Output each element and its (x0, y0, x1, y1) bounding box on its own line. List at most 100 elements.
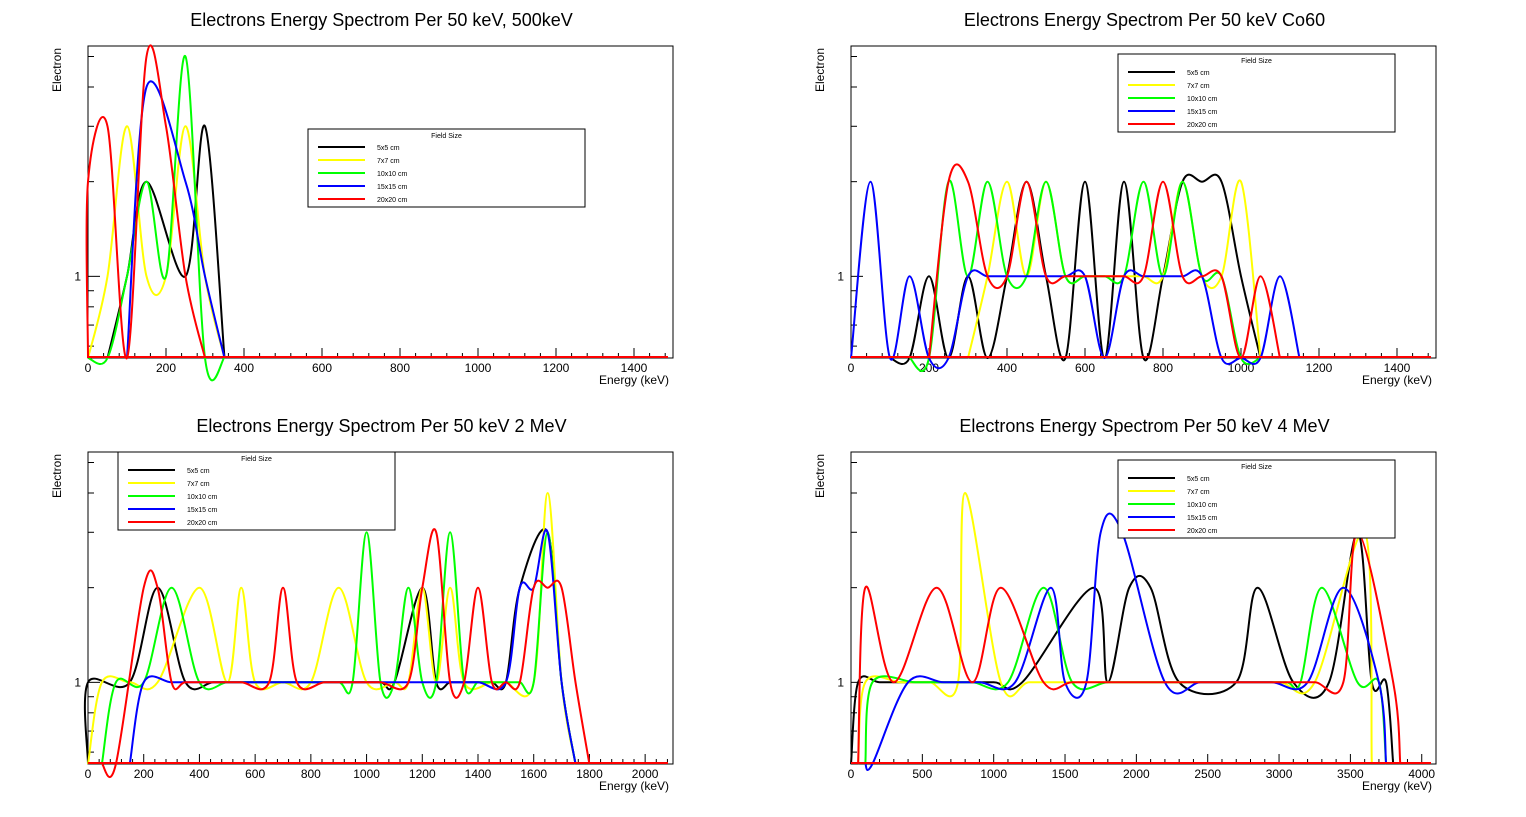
chart-plot: 0 500 1000 1500 2000 2500 3000 3500 4000 1 Energy … (813, 451, 1437, 793)
legend-label: 5x5 cm (1187, 70, 1210, 77)
legend-label: 20x20 cm (1187, 122, 1218, 129)
x-tick-label: 200 (156, 361, 176, 375)
legend: Field Size 5x5 cm 7x7 cm 10x10 cm 15x15 cm 20… (1117, 53, 1396, 133)
x-tick-label: 1200 (543, 361, 570, 375)
x-tick-label: 1200 (1306, 361, 1333, 375)
legend-label: 7x7 cm (377, 158, 400, 165)
legend-label: 20x20 cm (187, 520, 218, 527)
x-tick-label: 800 (301, 767, 321, 781)
x-tick-label: 3000 (1266, 767, 1293, 781)
chart-title: Electrons Energy Spectrom Per 50 keV 4 M… (959, 416, 1330, 436)
x-tick-label: 600 (245, 767, 265, 781)
series-line (928, 163, 1281, 360)
x-tick-label: 1000 (980, 767, 1007, 781)
x-tick-label: 800 (1153, 361, 1173, 375)
x-tick-label: 2500 (1194, 767, 1221, 781)
series-line (864, 586, 1388, 765)
x-tick-label: 1400 (465, 767, 492, 781)
y-axis-label: Electron (50, 454, 64, 498)
y-axis-label: Electron (813, 48, 827, 92)
legend-title: Field Size (1241, 464, 1272, 471)
legend-title: Field Size (431, 133, 462, 140)
series-line (126, 80, 226, 359)
series-line (106, 124, 226, 359)
x-tick-label: 400 (234, 361, 254, 375)
legend-label: 20x20 cm (377, 197, 408, 204)
chart-title: Electrons Energy Spectrom Per 50 keV 2 M… (196, 416, 567, 436)
legend: Field Size 5x5 cm 7x7 cm 10x10 cm 15x15 cm 20… (117, 451, 396, 531)
y-axis-label: Electron (50, 48, 64, 92)
x-tick-label: 2000 (1123, 767, 1150, 781)
y-tick-label: 1 (837, 675, 844, 689)
chart-panel-co60: Electrons Energy Spectrom Per 50 keV Co6… (763, 0, 1526, 406)
legend-title: Field Size (241, 456, 272, 463)
legend-label: 5x5 cm (1187, 476, 1210, 483)
legend-label: 15x15 cm (187, 507, 218, 514)
x-axis-label: Energy (keV) (1362, 779, 1432, 793)
x-axis-label: Energy (keV) (599, 779, 669, 793)
legend-label: 20x20 cm (1187, 528, 1218, 535)
y-tick-label: 1 (74, 269, 81, 283)
legend-label: 10x10 cm (187, 494, 218, 501)
legend-label: 7x7 cm (1187, 83, 1210, 90)
legend: Field Size 5x5 cm 7x7 cm 10x10 cm 15x15 cm 20… (307, 128, 586, 208)
series-line (83, 528, 577, 765)
legend-label: 15x15 cm (377, 184, 408, 191)
legend-label: 10x10 cm (377, 171, 408, 178)
series-line (87, 125, 226, 359)
legend-label: 5x5 cm (377, 145, 400, 152)
x-tick-label: 0 (85, 361, 92, 375)
chart-panel-500kev: Electrons Energy Spectrom Per 50 keV, 50… (0, 0, 763, 406)
x-axis-label: Energy (keV) (1362, 373, 1432, 387)
series-line (908, 179, 1261, 373)
x-tick-label: 2000 (632, 767, 659, 781)
y-tick-label: 1 (74, 675, 81, 689)
chart-panel-2mev: Electrons Energy Spectrom Per 50 keV 2 M… (0, 406, 763, 812)
y-tick-label: 1 (837, 269, 844, 283)
legend-label: 7x7 cm (1187, 489, 1210, 496)
x-tick-label: 0 (848, 767, 855, 781)
x-tick-label: 1000 (353, 767, 380, 781)
chart-panel-4mev: Electrons Energy Spectrom Per 50 keV 4 M… (763, 406, 1526, 812)
x-tick-label: 1400 (621, 361, 648, 375)
x-tick-label: 0 (848, 361, 855, 375)
x-tick-label: 800 (390, 361, 410, 375)
x-tick-label: 200 (134, 767, 154, 781)
legend-label: 5x5 cm (187, 468, 210, 475)
chart-plot: 0 200 400 600 800 1000 1200 1400 1 Energy (keV) El… (50, 44, 674, 387)
x-tick-label: 3500 (1337, 767, 1364, 781)
series-line (128, 528, 577, 765)
x-tick-label: 1200 (409, 767, 436, 781)
legend-label: 15x15 cm (1187, 515, 1218, 522)
x-tick-label: 1600 (520, 767, 547, 781)
legend-box (1117, 459, 1396, 539)
series-line (87, 55, 226, 382)
series-line (850, 531, 1395, 765)
x-tick-label: 4000 (1408, 767, 1435, 781)
series-line (87, 491, 577, 765)
x-tick-label: 400 (189, 767, 209, 781)
chart-title: Electrons Energy Spectrom Per 50 keV, 50… (190, 10, 573, 30)
series-line (100, 528, 591, 778)
x-tick-label: 600 (1075, 361, 1095, 375)
x-tick-label: 600 (312, 361, 332, 375)
legend-label: 10x10 cm (1187, 502, 1218, 509)
legend-title: Field Size (1241, 58, 1272, 65)
series-line (857, 531, 1402, 765)
x-tick-label: 500 (912, 767, 932, 781)
chart-title: Electrons Energy Spectrom Per 50 keV Co6… (963, 10, 1326, 30)
x-tick-label: 1400 (1384, 361, 1411, 375)
legend-label: 10x10 cm (1187, 96, 1218, 103)
x-tick-label: 0 (85, 767, 92, 781)
x-tick-label: 1000 (465, 361, 492, 375)
legend-label: 7x7 cm (187, 481, 210, 488)
x-tick-label: 200 (919, 361, 939, 375)
chart-plot: 0 200 400 600 800 1000 1200 1400 1600 1800 2000 1 En… (50, 451, 674, 793)
legend-label: 15x15 cm (1187, 109, 1218, 116)
legend-box (117, 451, 396, 531)
x-tick-label: 1800 (576, 767, 603, 781)
series-line (85, 44, 206, 360)
x-axis-label: Energy (keV) (599, 373, 669, 387)
series-line (864, 512, 1388, 771)
